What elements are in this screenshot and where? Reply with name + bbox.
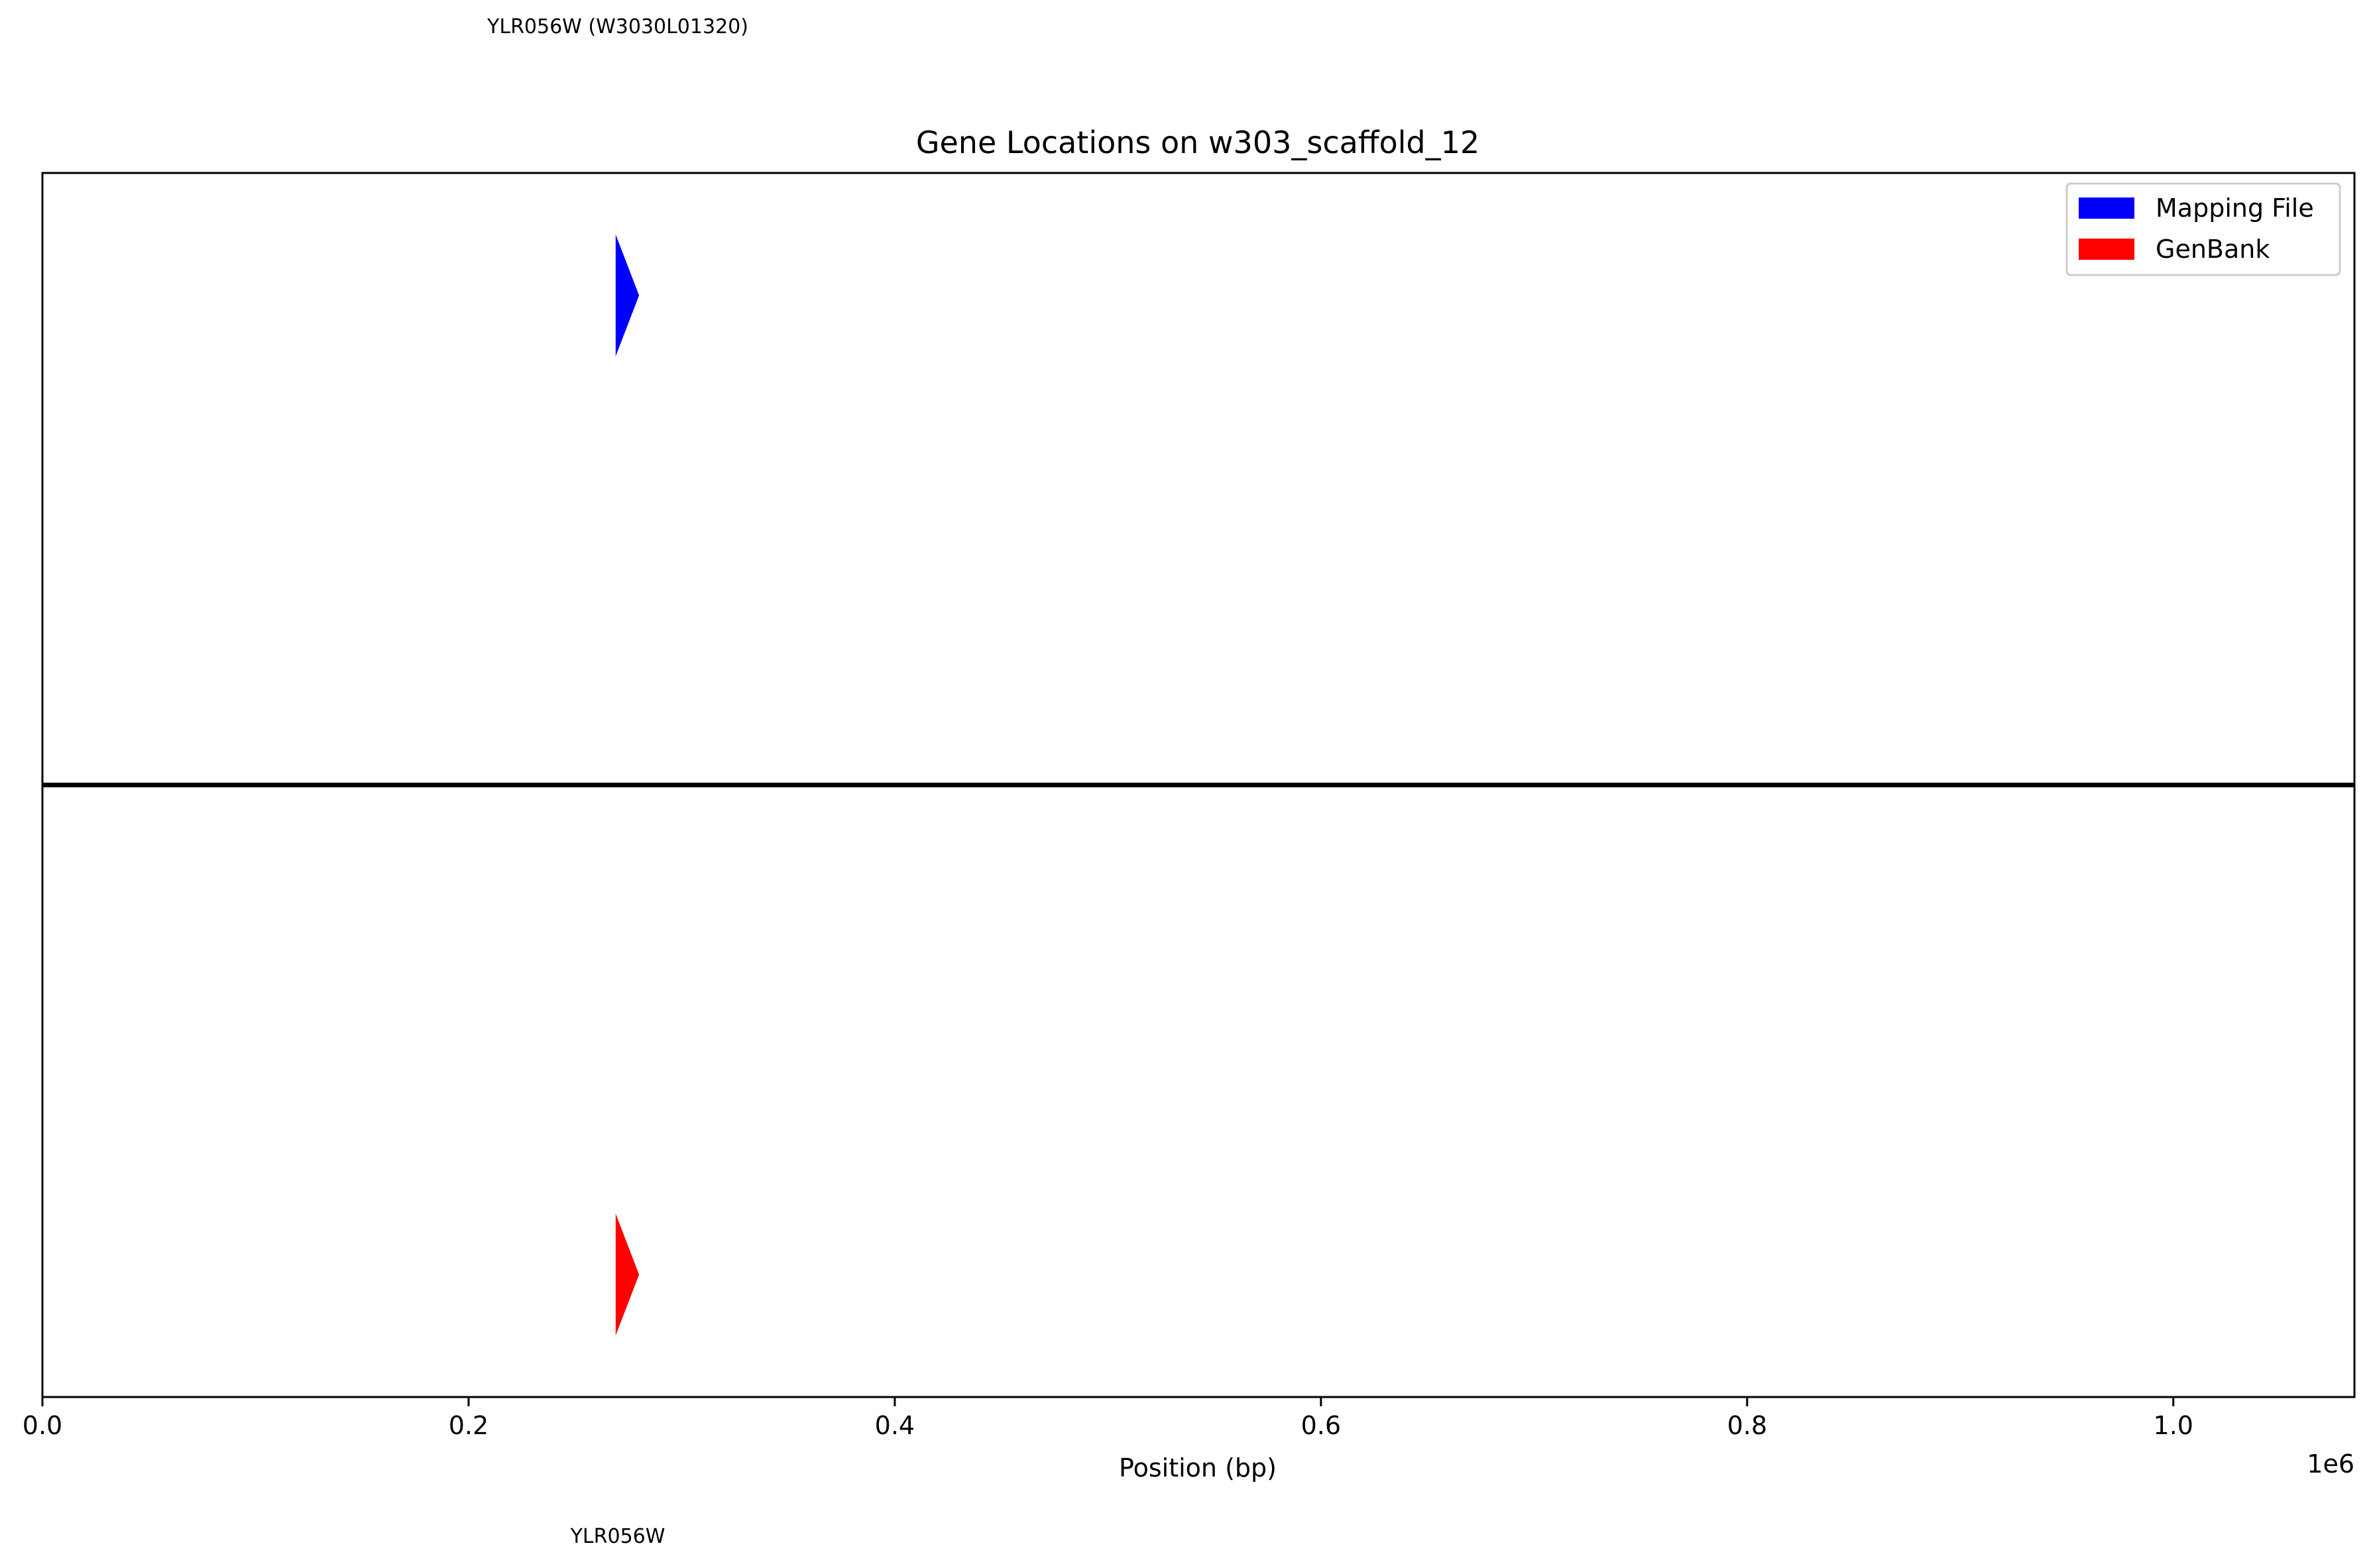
plot-area-frame [41,172,2356,1398]
genbank-gene-label: YLR056W [570,1525,666,1548]
legend-label-genbank: GenBank [2156,235,2270,264]
x-axis-ticks: 0.0 0.2 0.4 0.6 0.8 1.0 [23,1397,2193,1440]
mapping-file-gene-arrow[interactable] [615,234,640,357]
legend-swatch-mapping-file [2079,197,2134,219]
legend-frame [2065,182,2341,276]
x-axis-label: Position (bp) [1119,1453,1277,1483]
chart-title: Gene Locations on w303_scaffold_12 [916,125,1479,160]
x-tick-label: 1.0 [2154,1411,2193,1440]
legend-swatch-genbank [2079,239,2134,260]
x-tick-label: 0.2 [449,1411,489,1440]
genbank-gene-arrow[interactable] [615,1213,640,1336]
x-tick-label: 0.8 [1727,1411,1767,1440]
x-tick-label: 0.0 [23,1411,62,1440]
mapping-gene-label: YLR056W (W3030L01320) [487,15,748,38]
legend: Mapping File GenBank [2065,182,2341,276]
x-tick-label: 0.4 [875,1411,915,1440]
x-tick-label: 0.6 [1301,1411,1341,1440]
x-axis-offset-label: 1e6 [2307,1449,2354,1479]
legend-label-mapping-file: Mapping File [2156,194,2314,223]
